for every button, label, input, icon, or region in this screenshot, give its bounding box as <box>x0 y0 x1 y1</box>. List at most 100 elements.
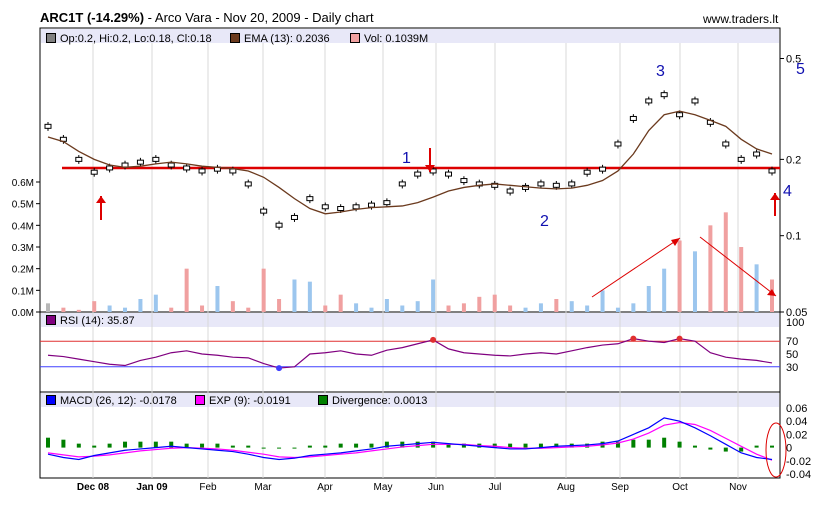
volume-bar <box>246 307 251 312</box>
rsi-tick-label: 50 <box>786 349 798 361</box>
divergence-bar <box>354 443 359 448</box>
volume-bar <box>46 303 50 312</box>
ohlc-body <box>260 208 268 214</box>
macd-tick-label: 0.06 <box>786 403 807 415</box>
divergence-bar <box>662 437 667 448</box>
ohlc-body <box>198 168 206 174</box>
annotation-2: 2 <box>540 213 549 230</box>
volume-bar <box>400 305 405 312</box>
ohlc-body <box>537 181 545 187</box>
volume-bar <box>631 303 636 312</box>
ohlc-body <box>136 159 144 165</box>
divergence-bar <box>169 441 174 448</box>
volume-tick-label: 0.6M <box>12 178 34 189</box>
ohlc-legend-text: Op:0.2, Hi:0.2, Lo:0.18, Cl:0.18 <box>60 33 212 45</box>
exp-legend: EXP (9): -0.0191 <box>195 395 291 407</box>
divergence-bar <box>677 441 682 448</box>
annotation-1: 1 <box>402 150 411 167</box>
rsi-line <box>47 338 773 369</box>
vol-legend-text: Vol: 0.1039M <box>364 33 429 45</box>
rsi-legend: RSI (14): 35.87 <box>46 315 135 327</box>
divergence-bar <box>631 439 636 448</box>
macd-legend-text: MACD (26, 12): -0.0178 <box>60 395 177 407</box>
ohlc-body <box>367 202 375 208</box>
divergence-bar <box>230 445 235 448</box>
rsi-tick-label: 70 <box>786 336 798 348</box>
volume-bar <box>677 240 682 312</box>
chart-subtitle: - Arco Vara - Nov 20, 2009 - Daily chart <box>147 10 374 25</box>
volume-bar <box>646 286 651 312</box>
volume-bar <box>477 296 482 312</box>
ohlc-body <box>445 171 453 177</box>
volume-bar <box>708 225 713 312</box>
annotation-5: 5 <box>796 61 805 78</box>
divergence-bar <box>107 443 112 448</box>
macd-tick-label: 0 <box>786 443 792 455</box>
rsi-oversold-mark <box>276 365 283 372</box>
x-tick-label: Jan 09 <box>136 482 168 493</box>
price-panel-frame <box>39 27 781 313</box>
volume-bar <box>153 294 158 312</box>
volume-bar <box>354 303 359 312</box>
volume-bar <box>554 299 559 312</box>
divergence-bar <box>692 445 697 448</box>
ohlc-body <box>321 204 329 210</box>
divergence-bar <box>92 445 97 448</box>
ema-legend: EMA (13): 0.2036 <box>230 33 330 45</box>
up-arrow-right-head <box>770 193 780 200</box>
volume-bar <box>200 305 205 312</box>
ohlc-body <box>552 182 560 188</box>
divergence-bar <box>323 445 328 448</box>
volume-bar <box>569 301 574 312</box>
rsi-tick-label: 100 <box>786 317 804 329</box>
ohlc-body <box>753 151 761 157</box>
volume-bar <box>169 307 174 312</box>
macd-highlight-ellipse <box>765 422 787 478</box>
rsi-overbought-mark <box>676 335 683 342</box>
ohlc-body <box>44 123 52 129</box>
volume-bar <box>415 301 420 312</box>
volume-tick-label: 0.3M <box>12 243 34 254</box>
divergence-bar <box>508 443 513 448</box>
divergence-bar <box>384 441 389 448</box>
price-tick-label: 0.5 <box>786 53 801 65</box>
exp-line <box>47 421 773 461</box>
down-arrow-mid-head <box>425 165 435 172</box>
divergence-bar <box>554 443 559 448</box>
divergence-legend-text: Divergence: 0.0013 <box>332 395 428 407</box>
site-label: www.traders.lt <box>703 12 779 26</box>
ohlc-body <box>75 156 83 162</box>
volume-bar <box>384 299 389 312</box>
annotation-4: 4 <box>783 183 792 200</box>
divergence-bar <box>615 441 620 448</box>
divergence-bar <box>338 443 343 448</box>
x-tick-label: Jun <box>428 482 444 493</box>
divergence-bar <box>739 447 744 452</box>
volume-bar <box>369 307 374 312</box>
x-tick-label: Oct <box>672 482 688 493</box>
ohlc-swatch-icon <box>46 33 56 43</box>
volume-bar <box>538 303 543 312</box>
x-tick-label: May <box>374 482 393 493</box>
volume-bar <box>76 309 81 312</box>
divergence-bar <box>585 443 590 448</box>
ohlc-body <box>614 141 622 147</box>
volume-tick-label: 0.5M <box>12 200 34 211</box>
divergence-bar <box>708 447 713 450</box>
volume-bar <box>123 307 128 312</box>
volume-bar <box>61 307 66 312</box>
macd-legend: MACD (26, 12): -0.0178 <box>46 395 177 407</box>
volume-bar <box>307 281 312 312</box>
volume-bar <box>585 305 590 312</box>
macd-tick-label: -0.04 <box>786 469 811 481</box>
exp-swatch-icon <box>195 395 205 405</box>
volume-bar <box>277 299 282 312</box>
ohlc-body <box>290 214 298 220</box>
price-legend-band <box>41 29 779 43</box>
ohlc-body <box>167 162 175 168</box>
ohlc-body <box>183 165 191 171</box>
volume-bar <box>184 268 189 312</box>
rsi-overbought-mark <box>630 335 637 342</box>
divergence-bar <box>184 443 189 448</box>
ohlc-body <box>352 204 360 210</box>
